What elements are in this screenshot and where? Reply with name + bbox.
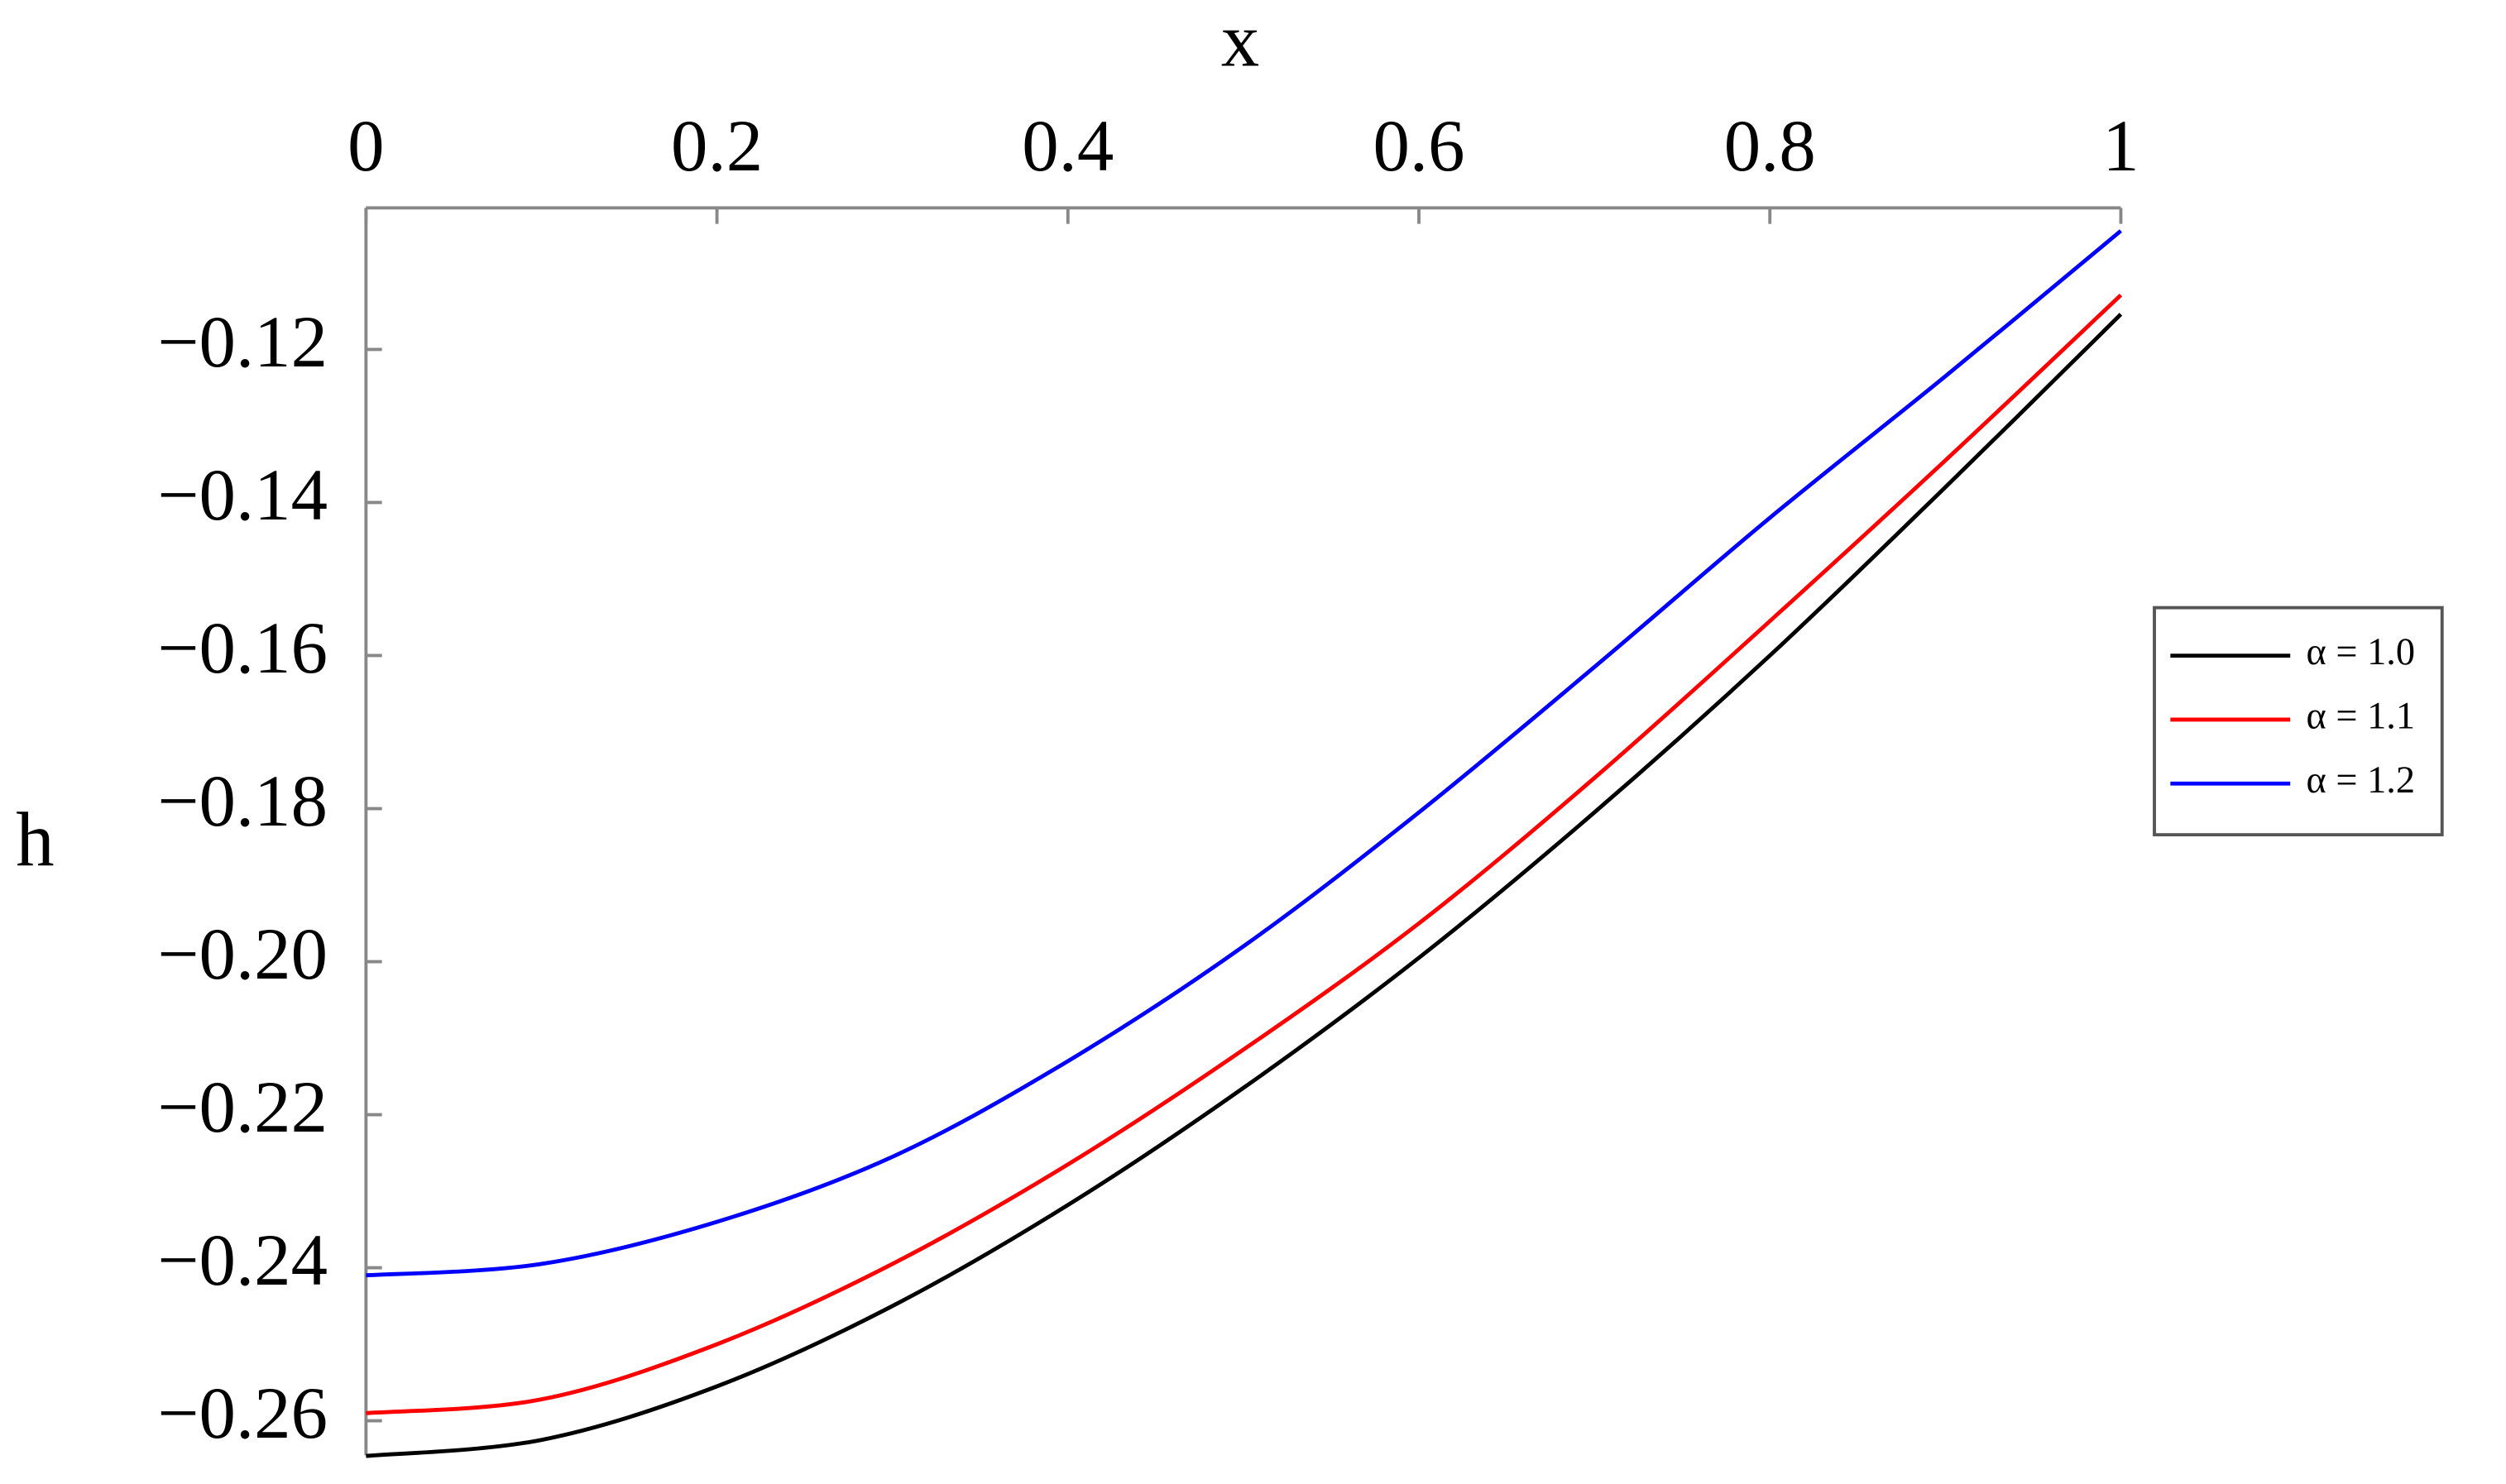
- legend-label: α = 1.1: [2307, 696, 2416, 738]
- x-tick-label: 0.4: [1022, 106, 1114, 187]
- y-axis-title: h: [16, 797, 54, 883]
- series-line: [366, 313, 2123, 1458]
- y-tick-label: −0.20: [157, 914, 328, 995]
- y-tick-label: −0.18: [157, 761, 328, 842]
- y-tick-label: −0.14: [157, 455, 328, 536]
- x-tick-label: 0.8: [1724, 106, 1816, 187]
- legend-label: α = 1.2: [2307, 759, 2416, 802]
- series-line: [366, 294, 2123, 1415]
- x-tick-label: 0.2: [671, 106, 763, 187]
- x-tick-label: 0: [347, 106, 384, 187]
- y-tick-label: −0.12: [157, 302, 328, 383]
- y-tick-label: −0.24: [157, 1220, 328, 1301]
- y-tick-label: −0.16: [157, 608, 328, 689]
- x-tick-label: 0.6: [1373, 106, 1464, 187]
- legend-label: α = 1.0: [2307, 631, 2416, 673]
- y-tick-label: −0.26: [157, 1373, 328, 1454]
- x-axis-title: x: [1221, 0, 1259, 83]
- y-tick-label: −0.22: [157, 1067, 328, 1148]
- series-line: [366, 229, 2122, 1278]
- x-tick-label: 1: [2102, 106, 2139, 187]
